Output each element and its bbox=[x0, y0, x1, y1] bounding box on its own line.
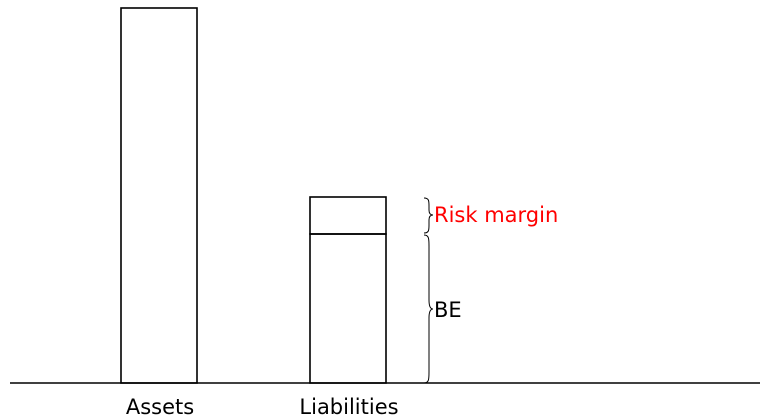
best-estimate-brace bbox=[423, 234, 434, 384]
best-estimate-label: BE bbox=[434, 298, 462, 322]
risk-margin-brace bbox=[423, 197, 434, 234]
risk-margin-label: Risk margin bbox=[434, 203, 558, 227]
assets-bar bbox=[120, 7, 198, 384]
liabilities-label: Liabilities bbox=[299, 395, 398, 419]
risk-margin-block bbox=[309, 196, 387, 235]
assets-label: Assets bbox=[126, 395, 194, 419]
best-estimate-block bbox=[309, 233, 387, 384]
